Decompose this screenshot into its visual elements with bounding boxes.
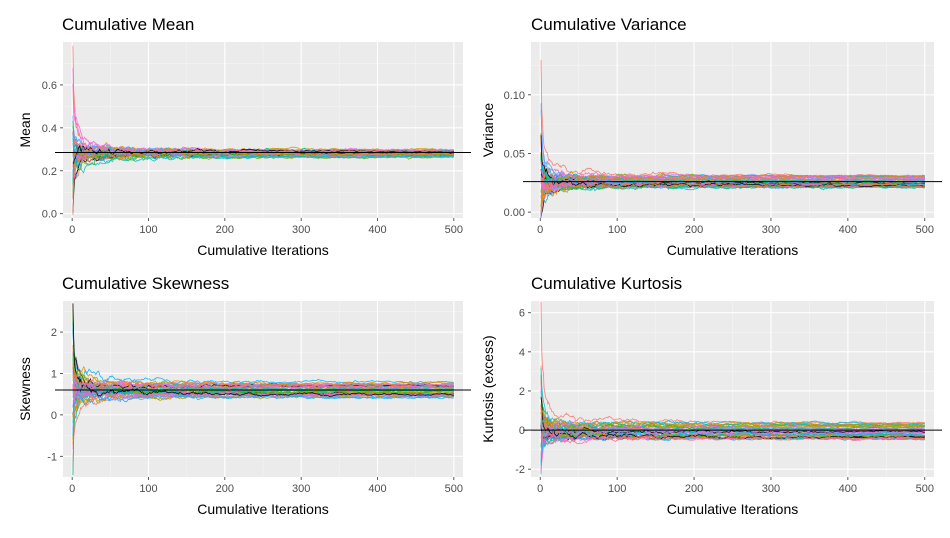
y-tick-label: 0.4 — [42, 123, 57, 135]
x-tick-label: 100 — [608, 483, 626, 495]
chart-title: Cumulative Mean — [62, 15, 194, 34]
series-line — [540, 368, 925, 427]
y-tick-label: -2 — [515, 464, 525, 476]
x-tick-label: 500 — [916, 224, 934, 236]
x-tick-label: 0 — [537, 224, 543, 236]
series-line — [540, 431, 925, 446]
x-tick-label: 300 — [292, 483, 310, 495]
x-tick-label: 200 — [216, 483, 234, 495]
y-tick-label: 0.10 — [504, 90, 525, 102]
x-axis-title: Cumulative Iterations — [667, 242, 799, 258]
x-tick-label: 100 — [608, 224, 626, 236]
series-line — [540, 416, 925, 430]
x-tick-label: 400 — [368, 224, 386, 236]
series-line — [540, 421, 925, 438]
y-tick-label: 0.0 — [42, 209, 57, 221]
x-tick-label: 400 — [839, 224, 857, 236]
y-tick-label: 0.6 — [42, 80, 57, 92]
y-axis-title: Variance — [480, 103, 496, 157]
x-tick-label: 100 — [139, 224, 157, 236]
series-line — [540, 174, 925, 198]
y-axis-title: Kurtosis (excess) — [480, 335, 496, 442]
y-axis-title: Mean — [17, 112, 33, 147]
panel-cumulative-variance: Cumulative Variance 0 100 200 300 400 500 0.00 0… — [480, 15, 942, 258]
x-axis-title: Cumulative Iterations — [667, 501, 799, 517]
x-axis-title: Cumulative Iterations — [197, 242, 329, 258]
y-tick-label: 6 — [519, 308, 525, 320]
x-tick-label: 500 — [445, 483, 463, 495]
series-line — [540, 406, 925, 430]
x-tick-label: 300 — [292, 224, 310, 236]
panel-cumulative-mean: Cumulative Mean 0 100 200 300 400 500 0.0 0.2 0.4… — [17, 15, 471, 258]
y-tick-label: -1 — [47, 451, 57, 463]
panel-cumulative-skewness: Cumulative Skewness 0 100 200 300 400 500 -1 0 1 2… — [17, 274, 471, 517]
y-tick-label: 2 — [51, 327, 57, 339]
series-line — [540, 177, 925, 214]
series-line — [72, 303, 454, 397]
series-line — [540, 418, 925, 432]
series-line — [72, 344, 455, 387]
x-tick-label: 400 — [839, 483, 857, 495]
x-axis-title: Cumulative Iterations — [197, 501, 329, 517]
y-tick-label: 0.2 — [42, 166, 57, 178]
series-line — [72, 382, 454, 393]
x-tick-label: 200 — [216, 224, 234, 236]
y-tick-label: 0.00 — [504, 207, 525, 219]
panel-cumulative-kurtosis: Cumulative Kurtosis 0 100 200 300 400 500 -2 0 2 4… — [480, 274, 942, 517]
series-line — [540, 428, 925, 456]
series-line — [72, 134, 454, 159]
y-tick-label: 4 — [519, 347, 525, 359]
x-tick-label: 400 — [368, 483, 386, 495]
chart-title: Cumulative Kurtosis — [531, 274, 682, 293]
y-tick-label: 0.05 — [504, 148, 525, 160]
series-line — [72, 313, 454, 385]
x-tick-label: 200 — [685, 224, 703, 236]
series-line — [72, 320, 454, 396]
y-tick-label: 2 — [519, 386, 525, 398]
x-tick-label: 0 — [537, 483, 543, 495]
x-tick-label: 300 — [762, 483, 780, 495]
series-line — [540, 403, 926, 443]
y-tick-label: 1 — [51, 368, 57, 380]
series-line — [72, 390, 455, 405]
series-line — [72, 392, 454, 418]
chart-title: Cumulative Skewness — [62, 274, 229, 293]
series-line — [72, 150, 454, 161]
x-tick-label: 100 — [139, 483, 157, 495]
x-tick-label: 500 — [445, 224, 463, 236]
y-tick-label: 0 — [519, 425, 525, 437]
x-tick-label: 300 — [762, 224, 780, 236]
y-axis-title: Skewness — [17, 357, 33, 421]
series-line — [72, 151, 454, 216]
chart-title: Cumulative Variance — [531, 15, 687, 34]
y-tick-label: 0 — [51, 410, 57, 422]
x-tick-label: 200 — [685, 483, 703, 495]
series-line — [72, 154, 454, 183]
x-tick-label: 0 — [69, 483, 75, 495]
series-line — [540, 411, 925, 430]
series-line — [540, 178, 925, 215]
series-line — [540, 182, 925, 201]
x-tick-label: 0 — [69, 224, 75, 236]
x-tick-label: 500 — [916, 483, 934, 495]
series-line — [540, 422, 925, 442]
series-line — [540, 155, 925, 187]
